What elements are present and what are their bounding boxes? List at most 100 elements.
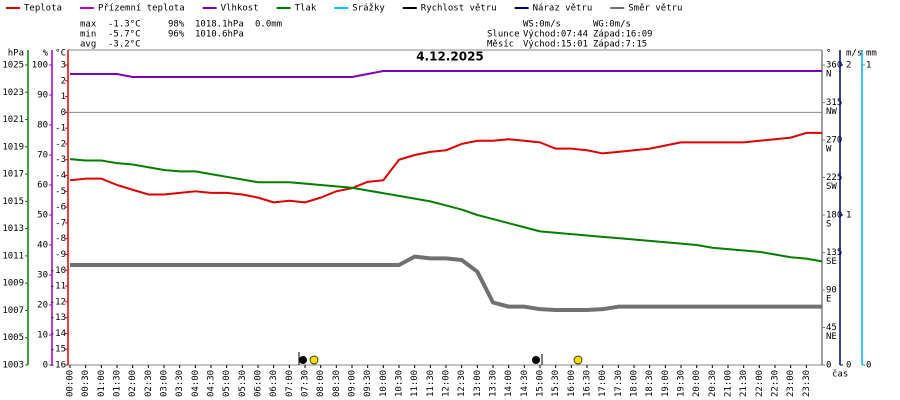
compass-label: N [826, 70, 831, 80]
compass-label: E [826, 295, 831, 305]
y-tick-label: 0 [866, 361, 871, 371]
compass-label: S [826, 220, 831, 230]
compass-label: W [826, 145, 832, 155]
y-tick-label: 0 [826, 361, 831, 371]
y-tick-label: -6 [55, 203, 66, 213]
y-tick-label: 90 [37, 91, 48, 101]
y-tick-label: -7 [55, 218, 66, 228]
y-tick-label: 1009 [2, 279, 24, 289]
x-tick-label: 16:30 [583, 370, 593, 397]
y-tick-label: -14 [50, 329, 66, 339]
moon-rise: Východ:15:01 [523, 40, 588, 50]
legend-label: Teplota [24, 4, 62, 14]
y-tick-label: -11 [50, 282, 66, 292]
wind-gust: WG:0m/s [593, 20, 631, 30]
series-line [69, 131, 822, 204]
legend-label: Směr větru [628, 4, 682, 14]
y-tick-label: 1025 [2, 61, 24, 71]
y-tick-label: 1 [866, 61, 871, 71]
series-line [70, 70, 822, 78]
stat-label: max [80, 20, 97, 30]
y-tick-label: -9 [55, 250, 66, 260]
y-tick-label: -2 [55, 139, 66, 149]
stat-label: avg [80, 40, 96, 50]
axis-title: m/s [846, 49, 862, 59]
y-tick-label: 1003 [2, 361, 24, 371]
x-tick-label: 20:30 [708, 370, 718, 397]
x-tick-label: 17:00 [598, 370, 608, 397]
y-tick-label: 1015 [2, 197, 24, 207]
x-tick-label: 23:30 [802, 370, 812, 397]
x-tick-label: 17:30 [614, 370, 624, 397]
y-tick-label: 1021 [2, 115, 24, 125]
stat-pres: 1010.6hPa [195, 30, 244, 40]
y-tick-label: 1017 [2, 170, 24, 180]
stat-temp: -1.3°C [108, 20, 141, 30]
y-tick-label: -12 [50, 297, 66, 307]
sun-rise: Východ:07:44 [523, 30, 588, 40]
stat-rain: 0.0mm [255, 20, 282, 30]
y-tick-label: 0 [43, 361, 48, 371]
y-tick-label: -16 [50, 361, 66, 371]
y-tick-label: -1 [55, 124, 66, 134]
y-tick-label: 30 [37, 271, 48, 281]
y-tick-label: 45 [826, 323, 837, 333]
x-tick-label: 03:30 [175, 370, 185, 397]
x-tick-label: 04:30 [207, 370, 217, 397]
sunset-icon [573, 355, 583, 365]
stat-hum: 96% [168, 30, 185, 40]
x-tick-label: 00:00 [66, 370, 76, 397]
x-tick-label: 11:00 [410, 370, 420, 397]
x-tick-label: 09:30 [363, 370, 373, 397]
axis-title: hPa [8, 49, 24, 59]
y-tick-label: -15 [50, 345, 66, 355]
y-tick-label: 1005 [2, 333, 24, 343]
x-tick-label: 10:00 [379, 370, 389, 397]
legend-label: Rychlost větru [421, 4, 497, 14]
y-tick-label: 270 [826, 136, 842, 146]
x-tick-label: 07:30 [301, 370, 311, 397]
y-tick-label: 2 [61, 76, 66, 86]
y-tick-label: 135 [826, 248, 842, 258]
series-line [69, 158, 823, 263]
stat-temp: -5.7°C [108, 30, 141, 40]
legend-label: Vlhkost [221, 4, 259, 14]
y-tick-label: 360 [826, 61, 842, 71]
y-tick-label: 10 [37, 331, 48, 341]
moon-set-icon [299, 356, 307, 364]
stat-hum: 98% [168, 20, 185, 30]
sun-label: Slunce [487, 30, 520, 40]
axis-title: ° [826, 49, 831, 59]
y-tick-label: 1019 [2, 142, 24, 152]
series-line [70, 254, 822, 312]
x-tick-label: 08:30 [332, 370, 342, 397]
axis-title: mm [866, 49, 877, 59]
legend-label: Srážky [352, 4, 385, 14]
x-tick-label: 19:00 [661, 370, 671, 397]
x-tick-label: 21:00 [724, 370, 734, 397]
y-tick-label: 90 [826, 286, 837, 296]
x-tick-label: 21:30 [739, 370, 749, 397]
x-tick-label: 04:00 [191, 370, 201, 397]
y-tick-label: 1013 [2, 224, 24, 234]
y-tick-label: 225 [826, 173, 842, 183]
compass-label: NW [826, 107, 837, 117]
y-tick-label: 0 [846, 361, 851, 371]
x-tick-label: 03:00 [160, 370, 170, 397]
x-tick-label: 08:00 [316, 370, 326, 397]
x-tick-label: 05:00 [222, 370, 232, 397]
y-tick-label: -13 [50, 313, 66, 323]
y-tick-label: 1023 [2, 88, 24, 98]
y-tick-label: 20 [37, 301, 48, 311]
x-tick-label: 18:00 [630, 370, 640, 397]
legend-label: Přízemní teplota [98, 4, 185, 14]
y-tick-label: 0 [61, 108, 66, 118]
moon-set: Západ:7:15 [593, 40, 647, 50]
x-tick-label: 02:30 [144, 370, 154, 397]
chart-title: 4.12.2025 [416, 50, 484, 64]
x-tick-label: 11:30 [426, 370, 436, 397]
x-tick-label: 23:00 [786, 370, 796, 397]
x-tick-label: 12:00 [442, 370, 452, 397]
